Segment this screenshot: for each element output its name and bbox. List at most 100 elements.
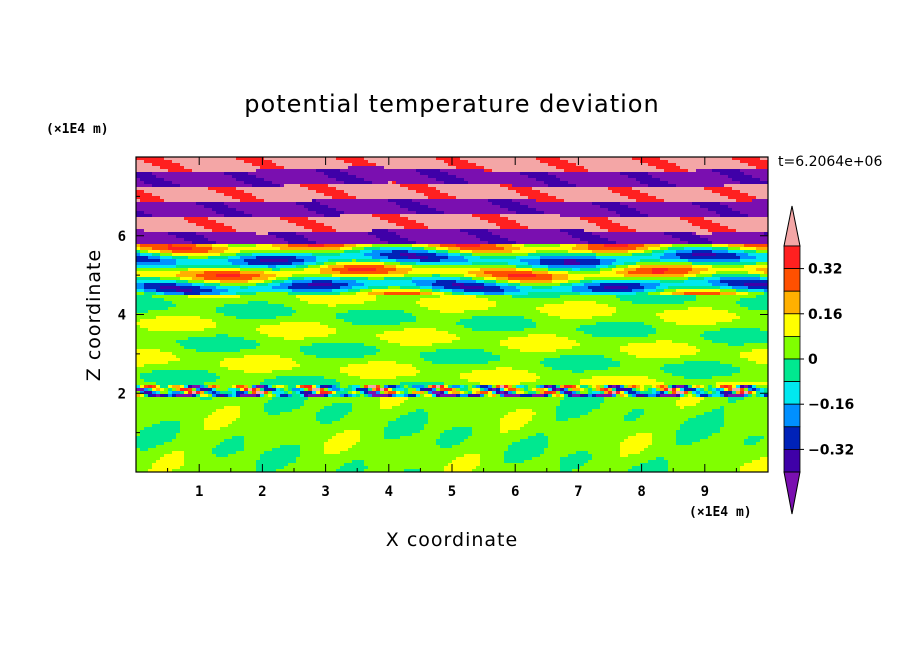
field-cell bbox=[284, 166, 349, 170]
field-cell bbox=[252, 388, 257, 392]
field-cell bbox=[436, 394, 441, 398]
field-cell bbox=[588, 394, 593, 398]
field-cell bbox=[528, 205, 601, 209]
field-cell bbox=[640, 265, 693, 269]
field-cell bbox=[216, 310, 297, 314]
field-cell bbox=[504, 394, 521, 398]
field-cell bbox=[208, 187, 237, 191]
field-cell bbox=[384, 292, 421, 296]
field-cell bbox=[136, 286, 145, 290]
field-cell bbox=[396, 385, 401, 389]
field-cell bbox=[596, 394, 613, 398]
field-cell bbox=[528, 226, 601, 230]
field-cell bbox=[652, 271, 665, 275]
field-cell bbox=[152, 193, 225, 197]
field-cell bbox=[720, 214, 749, 218]
field-cell bbox=[572, 370, 585, 374]
field-cell bbox=[580, 217, 609, 221]
field-cell bbox=[140, 448, 149, 452]
field-cell bbox=[440, 289, 453, 293]
field-cell bbox=[336, 229, 373, 233]
field-cell bbox=[660, 178, 733, 182]
field-cell bbox=[472, 277, 485, 281]
field-cell bbox=[236, 316, 277, 320]
field-cell bbox=[276, 394, 281, 398]
field-cell bbox=[632, 409, 645, 413]
field-cell bbox=[352, 391, 357, 395]
field-cell bbox=[560, 316, 593, 320]
field-cell bbox=[348, 166, 385, 170]
field-cell bbox=[340, 253, 365, 257]
field-cell bbox=[184, 454, 217, 458]
field-cell bbox=[640, 160, 669, 164]
field-cell bbox=[452, 460, 481, 464]
field-cell bbox=[392, 394, 397, 398]
field-cell bbox=[476, 295, 513, 299]
field-cell bbox=[504, 415, 533, 419]
field-cell bbox=[344, 160, 369, 164]
field-cell bbox=[136, 394, 141, 398]
field-cell bbox=[384, 262, 401, 266]
field-cell bbox=[368, 361, 397, 365]
field-cell bbox=[688, 271, 701, 275]
field-cell bbox=[612, 268, 625, 272]
field-cell bbox=[620, 346, 697, 350]
field-cell bbox=[264, 199, 313, 203]
field-cell bbox=[372, 229, 389, 233]
field-cell bbox=[660, 157, 733, 161]
field-cell bbox=[344, 415, 401, 419]
field-cell bbox=[372, 256, 389, 260]
field-cell bbox=[564, 391, 573, 395]
field-cell bbox=[288, 385, 297, 389]
field-cell bbox=[744, 265, 768, 269]
field-cell bbox=[324, 376, 361, 380]
field-cell bbox=[604, 388, 609, 392]
field-cell bbox=[340, 385, 349, 389]
field-cell bbox=[164, 157, 237, 161]
field-cell bbox=[176, 436, 233, 440]
field-cell bbox=[420, 388, 425, 392]
field-cell bbox=[704, 187, 733, 191]
field-cell bbox=[456, 457, 481, 461]
field-cell bbox=[636, 229, 709, 233]
field-cell bbox=[500, 358, 545, 362]
field-cell bbox=[620, 388, 629, 392]
field-cell bbox=[368, 394, 373, 398]
field-cell bbox=[288, 286, 341, 290]
field-cell bbox=[696, 385, 701, 389]
field-cell bbox=[500, 340, 577, 344]
field-cell bbox=[660, 385, 665, 389]
field-cell bbox=[560, 229, 585, 233]
field-cell bbox=[456, 394, 461, 398]
field-cell bbox=[584, 283, 601, 287]
field-cell bbox=[268, 283, 281, 287]
field-cell bbox=[160, 349, 197, 353]
field-cell bbox=[352, 403, 381, 407]
field-cell bbox=[680, 256, 741, 260]
field-cell bbox=[216, 373, 349, 377]
field-cell bbox=[244, 448, 273, 452]
field-cell bbox=[664, 385, 669, 389]
field-cell bbox=[388, 391, 397, 395]
field-cell bbox=[208, 385, 213, 389]
field-cell bbox=[648, 292, 661, 296]
field-cell bbox=[136, 403, 265, 407]
field-cell bbox=[228, 367, 293, 371]
field-cell bbox=[424, 193, 449, 197]
field-cell bbox=[192, 241, 217, 245]
field-cell bbox=[536, 379, 581, 383]
field-cell bbox=[204, 328, 257, 332]
field-cell bbox=[560, 388, 565, 392]
y-tick-label: 6 bbox=[118, 229, 126, 245]
field-cell bbox=[608, 391, 613, 395]
field-cell bbox=[336, 187, 409, 191]
field-cell bbox=[644, 409, 713, 413]
field-cell bbox=[344, 244, 357, 248]
field-cell bbox=[136, 358, 181, 362]
field-cell bbox=[408, 217, 481, 221]
field-cell bbox=[648, 460, 669, 464]
field-cell bbox=[472, 262, 509, 266]
field-cell bbox=[692, 442, 745, 446]
field-cell bbox=[388, 199, 413, 203]
